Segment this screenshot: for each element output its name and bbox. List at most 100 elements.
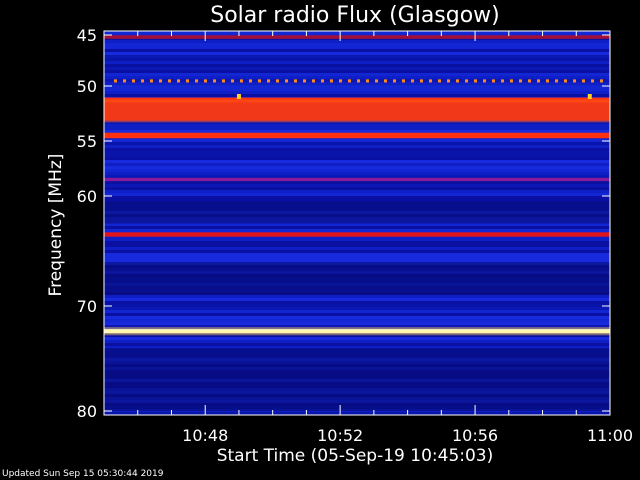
dotted-band-segment — [591, 79, 594, 83]
spectrogram-plot-area — [104, 31, 610, 415]
dotted-band-segment — [501, 79, 504, 83]
dotted-band-segment — [465, 79, 468, 83]
dotted-band-segment — [321, 79, 324, 83]
dark-background-band — [104, 262, 610, 295]
background-stripe — [104, 337, 610, 340]
background-stripe — [104, 82, 610, 85]
y-tick-label: 50 — [77, 77, 97, 96]
background-stripe — [104, 145, 610, 148]
background-stripe — [104, 127, 610, 130]
background-stripe — [104, 88, 610, 91]
chart-title: Solar radio Flux (Glasgow) — [210, 3, 500, 28]
background-stripe — [104, 166, 610, 169]
spectrogram-bands — [104, 35, 610, 336]
background-stripe — [104, 313, 610, 316]
background-stripe — [104, 76, 610, 79]
dotted-band-segment — [141, 79, 144, 83]
background-stripe — [104, 46, 610, 49]
background-stripe — [104, 238, 610, 241]
background-stripe — [104, 193, 610, 196]
background-stripe — [104, 73, 610, 76]
emission-band-core — [104, 99, 610, 123]
dotted-band-segment — [285, 79, 288, 83]
x-axis-ticks: 10:48 10:52 10:56 11:00 — [103, 31, 633, 445]
dotted-band-segment — [555, 79, 558, 83]
emission-band — [104, 35, 610, 39]
dotted-band-segment — [132, 79, 135, 83]
background-stripe — [104, 169, 610, 172]
background-stripe — [104, 322, 610, 325]
background-stripe — [104, 130, 610, 133]
background-stripe — [104, 142, 610, 145]
background-stripe — [104, 91, 610, 94]
background-stripe — [104, 199, 610, 202]
dotted-band-segment — [294, 79, 297, 83]
y-tick-label: 55 — [77, 132, 97, 151]
dotted-band-segment — [195, 79, 198, 83]
background-stripe — [104, 49, 610, 52]
dotted-band-segment — [519, 79, 522, 83]
background-stripe — [104, 340, 610, 343]
background-stripe — [104, 253, 610, 256]
dotted-band-segment — [546, 79, 549, 83]
background-stripe — [104, 67, 610, 70]
background-stripe — [104, 223, 610, 226]
dotted-band-segment — [573, 79, 576, 83]
y-tick-label: 45 — [77, 26, 97, 45]
dotted-band-segment — [231, 79, 234, 83]
dotted-band-segment — [492, 79, 495, 83]
background-stripe — [104, 301, 610, 304]
dotted-band-segment — [330, 79, 333, 83]
background-stripe — [104, 172, 610, 175]
background-stripe — [104, 154, 610, 157]
dotted-band-segment — [114, 79, 117, 83]
background-stripe — [104, 163, 610, 166]
point-marker — [587, 94, 592, 99]
spectrogram-point-markers — [236, 94, 592, 99]
background-stripe — [104, 319, 610, 322]
background-stripe — [104, 139, 610, 142]
background-stripe — [104, 85, 610, 88]
dotted-band-segment — [456, 79, 459, 83]
dotted-band-segment — [447, 79, 450, 83]
background-stripe — [104, 55, 610, 58]
background-stripe — [104, 241, 610, 244]
updated-timestamp: Updated Sun Sep 15 05:30:44 2019 — [2, 469, 164, 479]
background-stripe — [104, 310, 610, 313]
background-stripe — [104, 226, 610, 229]
background-stripe — [104, 121, 610, 124]
dotted-band-segment — [564, 79, 567, 83]
dotted-band-segment — [123, 79, 126, 83]
y-tick-label: 60 — [77, 187, 97, 206]
dotted-band-segment — [411, 79, 414, 83]
dotted-band-segment — [402, 79, 405, 83]
emission-band — [104, 329, 610, 334]
background-stripe — [104, 52, 610, 55]
emission-band — [104, 132, 610, 139]
background-stripe — [104, 304, 610, 307]
background-stripe — [104, 187, 610, 190]
background-stripe — [104, 184, 610, 187]
dotted-band-segment — [213, 79, 216, 83]
background-stripe — [104, 247, 610, 250]
background-stripe — [104, 70, 610, 73]
dotted-band-segment — [249, 79, 252, 83]
dark-background-band — [104, 348, 610, 411]
dotted-band-segment — [240, 79, 243, 83]
dotted-band-segment — [150, 79, 153, 83]
dotted-band-segment — [276, 79, 279, 83]
dotted-band-segment — [375, 79, 378, 83]
background-stripe — [104, 244, 610, 247]
emission-band — [104, 177, 610, 182]
dotted-band-segment — [582, 79, 585, 83]
background-stripe — [104, 250, 610, 253]
dotted-band-segment — [510, 79, 513, 83]
background-stripe — [104, 316, 610, 319]
dotted-band-segment — [429, 79, 432, 83]
dotted-band-segment — [600, 79, 603, 83]
background-stripe — [104, 181, 610, 184]
dotted-band-segment — [159, 79, 162, 83]
dotted-band-segment — [186, 79, 189, 83]
background-stripe — [104, 412, 610, 415]
background-stripe — [104, 175, 610, 178]
